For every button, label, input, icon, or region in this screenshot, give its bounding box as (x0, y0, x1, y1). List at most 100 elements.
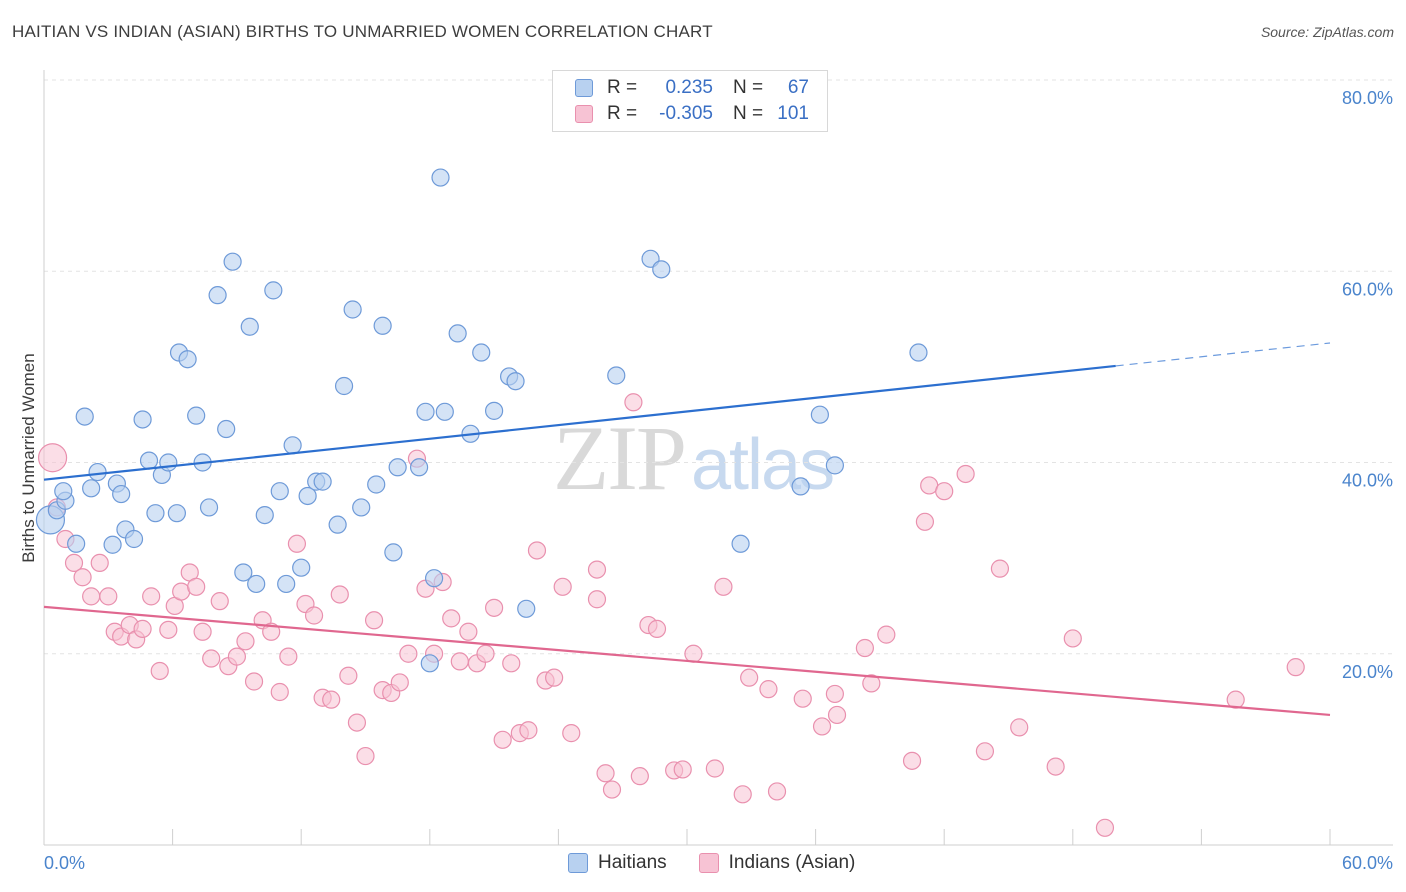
haitian-point (328, 515, 347, 534)
indian-point (187, 577, 206, 596)
indian-point (485, 598, 504, 617)
indian-point (502, 654, 521, 673)
series-legend: Haitians Indians (Asian) (568, 852, 887, 874)
indian-point (159, 620, 178, 639)
indian-point (793, 689, 812, 708)
haitian-point (431, 168, 450, 187)
haitian-point (159, 453, 178, 472)
indian-point (1063, 629, 1082, 648)
indian-point (519, 721, 538, 740)
haitian-point (277, 574, 296, 594)
indian-point (73, 568, 92, 587)
haitian-point (343, 300, 362, 319)
haitians-legend-swatch (568, 853, 588, 873)
indian-point (493, 730, 512, 749)
indian-point (90, 553, 109, 573)
haitian-point (112, 484, 131, 504)
haitian-point (283, 436, 302, 455)
haitian-point (435, 402, 454, 421)
haitian-point (124, 529, 144, 549)
haitian-points (35, 168, 928, 673)
indian-point (596, 764, 615, 783)
haitian-point (384, 543, 403, 562)
haitian-point (255, 505, 274, 525)
indian-point (684, 644, 703, 663)
indian-point (527, 541, 547, 560)
haitian-point (292, 558, 311, 577)
indian-point (812, 717, 832, 736)
indian-point (347, 713, 367, 732)
haitian-r-label: R = (607, 77, 638, 98)
indian-point (902, 751, 922, 770)
haitian-swatch (575, 79, 593, 97)
indian-point (705, 759, 724, 778)
haitian-point (810, 405, 829, 424)
indian-point (236, 632, 255, 651)
indian-point (244, 672, 264, 691)
haitian-point (187, 406, 206, 425)
indian-swatch (575, 105, 593, 123)
indian-n-label: N = (733, 103, 764, 124)
legend-row-indians: R = -0.305 N = 101 (553, 101, 809, 127)
indian-point (476, 644, 495, 663)
indian-point (624, 393, 643, 412)
haitian-point (67, 534, 86, 553)
y-tick-label-60: 60.0% (1342, 279, 1393, 299)
indian-trend-line (43, 605, 1331, 717)
legend-item-haitians[interactable]: Haitians (568, 852, 667, 874)
haitian-point (313, 472, 332, 491)
indian-n-value: 101 (777, 103, 809, 124)
haitian-point (825, 456, 844, 475)
indian-r-value: -0.305 (659, 103, 713, 124)
indian-point (133, 619, 152, 638)
haitian-point (909, 343, 928, 362)
haitian-point (167, 504, 186, 523)
haitian-point (270, 482, 289, 501)
haitian-point (731, 534, 750, 553)
indian-point (759, 680, 778, 699)
indian-point (767, 782, 787, 801)
haitian-point (75, 407, 94, 426)
haitian-point (264, 281, 283, 300)
indian-point (287, 534, 307, 553)
haitian-n-label: N = (733, 77, 764, 98)
indian-point (64, 553, 84, 573)
haitian-point (247, 574, 266, 594)
indian-point (142, 587, 161, 606)
x-tick-label-min: 0.0% (44, 853, 85, 873)
indian-point (1226, 690, 1245, 709)
indian-point (647, 619, 667, 638)
indians-legend-swatch (698, 853, 719, 873)
haitian-point (223, 252, 242, 271)
indian-point (877, 625, 896, 644)
indian-point (442, 609, 461, 628)
indian-point (740, 668, 759, 687)
indian-point (587, 560, 607, 579)
indian-point (202, 649, 221, 668)
indian-point (956, 464, 975, 484)
indian-point (825, 684, 844, 704)
legend-row-haitians: R = 0.235 N = 67 (553, 75, 809, 101)
indian-point (304, 606, 324, 625)
legend-item-indians[interactable]: Indians (Asian) (698, 852, 855, 874)
haitian-point (367, 475, 386, 494)
haitian-point (103, 535, 122, 554)
indian-point (150, 661, 169, 681)
haitians-legend-label: Haitians (598, 852, 667, 873)
indian-point (172, 582, 191, 601)
indian-point (562, 724, 581, 743)
y-tick-label-80: 80.0% (1342, 88, 1393, 108)
haitian-point (240, 317, 259, 336)
haitian-point (373, 316, 392, 335)
y-tick-labels: 20.0% 40.0% 60.0% 80.0% (1342, 88, 1393, 682)
indian-point (855, 638, 874, 658)
haitian-point (388, 458, 407, 477)
haitian-point (146, 504, 165, 523)
trend-lines (43, 342, 1331, 717)
indian-point (733, 785, 752, 804)
stats-legend: R = 0.235 N = 67 R = -0.305 N = 101 (552, 70, 828, 132)
indian-point (862, 674, 881, 693)
source-credit: Source: ZipAtlas.com (1260, 24, 1394, 40)
haitian-point (82, 479, 101, 498)
haitian-trend-line (43, 364, 1116, 481)
